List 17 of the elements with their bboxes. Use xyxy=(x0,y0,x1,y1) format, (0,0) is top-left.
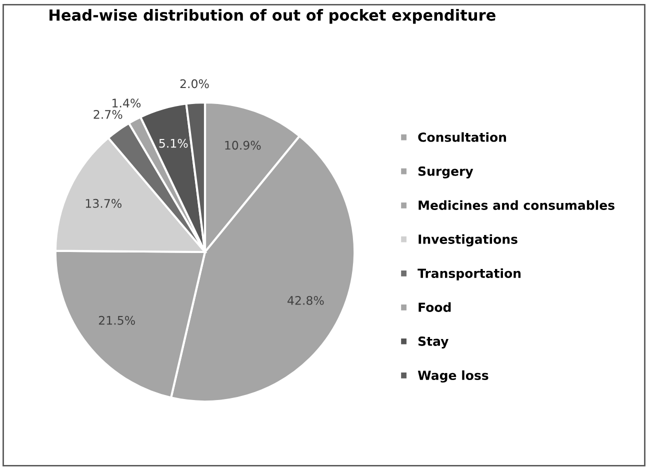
data-label: 1.4% xyxy=(112,98,141,108)
legend-label: Food xyxy=(418,302,451,312)
legend-label: Surgery xyxy=(418,166,474,178)
data-label: 2.0% xyxy=(180,79,209,88)
legend-label: Transportation xyxy=(418,268,521,280)
legend-label: Wage loss xyxy=(418,370,488,383)
data-label: 5.1% xyxy=(159,138,188,148)
data-label: 21.5% xyxy=(98,316,135,325)
legend-label: Medicines and consumables xyxy=(418,200,614,210)
legend-label: Stay xyxy=(418,336,448,348)
legend-label: Consultation xyxy=(418,132,506,142)
data-label: 42.8% xyxy=(288,296,324,305)
chart-title: Head-wise distribution of out of pocket expenditure xyxy=(50,8,496,24)
data-label: 10.9% xyxy=(225,140,261,150)
data-label: 2.7% xyxy=(94,110,122,119)
legend-label: Investigations xyxy=(418,234,518,246)
data-label: 13.7% xyxy=(86,198,122,208)
